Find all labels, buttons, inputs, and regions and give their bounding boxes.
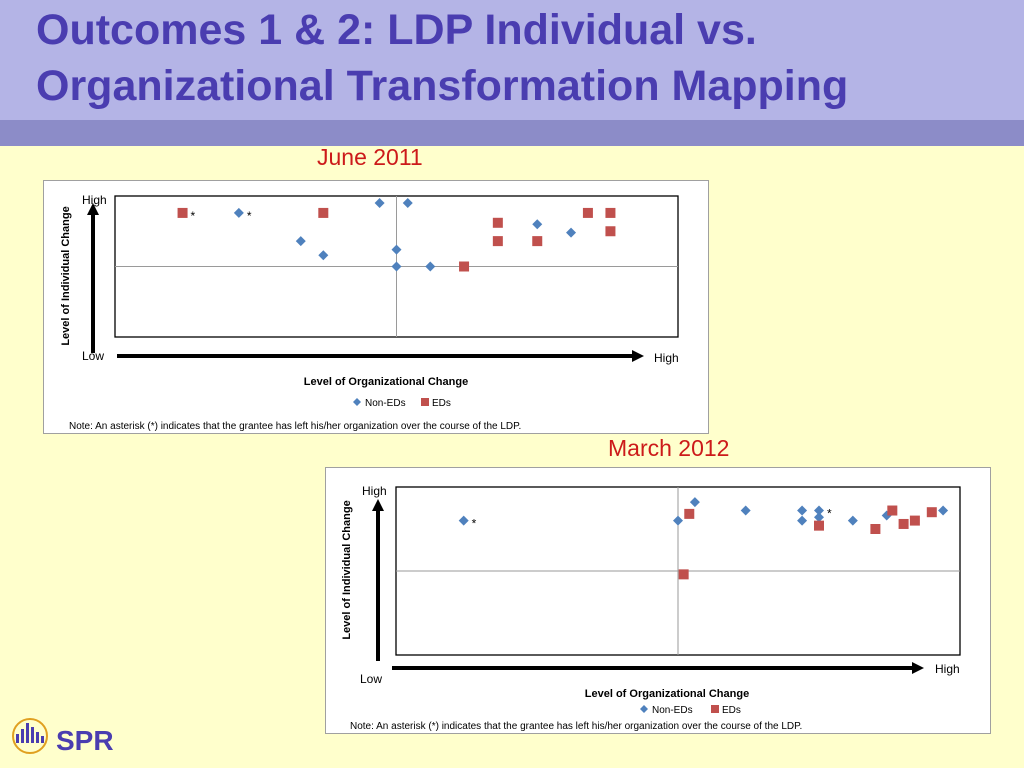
chart-1-point-non-eds-2 [318, 250, 329, 261]
chart-2-legend-non-eds-label: Non-EDs [652, 705, 693, 716]
chart-1-point-eds-8 [605, 226, 616, 237]
chart-2-legend-eds-marker [711, 705, 719, 713]
chart-2-point-eds-3 [870, 524, 881, 534]
chart-1-point-eds-2 [459, 261, 470, 272]
chart-1-point-non-eds-0 [233, 207, 244, 218]
chart-2-y-axis-arrowhead [372, 499, 384, 511]
scatter-chart-march-2012: High Low High Level of Individual Change Lev… [341, 484, 961, 732]
chart-1-y-axis-title: Level of Individual Change [60, 206, 72, 345]
chart-1-x-high-label: High [654, 351, 679, 365]
chart-2-x-axis-title: Level of Organizational Change [585, 688, 749, 700]
chart-1-point-non-eds-6 [402, 198, 413, 209]
chart-2-point-eds-4 [887, 505, 898, 516]
chart-1-point-non-eds-5 [391, 261, 402, 272]
slide-title: Outcomes 1 & 2: LDP Individual vs. Organ… [36, 2, 848, 114]
chart-2-legend-non-eds-marker [640, 705, 648, 713]
scatter-chart-june-2011: High Low High Level of Individual Change Lev… [60, 193, 679, 432]
chart-1-legend-non-eds-marker [353, 398, 361, 406]
chart-2-point-non-eds-2 [689, 497, 700, 508]
chart-1-x-axis-arrowhead [632, 350, 644, 362]
chart-2-asterisk-non-eds-6: * [827, 507, 832, 521]
chart-1-point-non-eds-1 [295, 236, 306, 247]
chart-1-x-axis-title: Level of Organizational Change [304, 376, 468, 388]
chart-2-point-eds-1 [684, 508, 695, 519]
chart-1-point-eds-0 [177, 207, 188, 218]
chart-2-point-non-eds-6 [814, 505, 824, 516]
chart-1-y-high-label: High [82, 193, 107, 207]
chart-2-y-high-label: High [362, 484, 387, 498]
chart-2-point-eds-2 [814, 520, 824, 531]
spr-logo: SPR [12, 718, 114, 756]
chart-2-point-non-eds-10 [938, 505, 949, 516]
chart-1-legend-eds-label: EDs [432, 398, 451, 409]
chart-panel-march-2012: High Low High Level of Individual Change Lev… [325, 467, 991, 734]
chart-1-point-non-eds-9 [566, 227, 577, 238]
chart-1-point-eds-5 [532, 236, 543, 247]
chart-2-point-non-eds-9 [881, 510, 892, 521]
chart-1-point-non-eds-7 [425, 261, 436, 272]
chart-1-point-non-eds-4 [391, 244, 402, 255]
chart-2-point-non-eds-1 [673, 515, 683, 526]
chart-1-point-eds-7 [605, 207, 616, 218]
chart-2-note: Note: An asterisk (*) indicates that the… [350, 721, 802, 732]
chart-2-x-axis-arrowhead [912, 662, 924, 674]
chart-1-legend-eds-marker [421, 398, 429, 406]
chart-1-asterisk-eds-0: * [191, 209, 196, 223]
chart-2-legend-eds-label: EDs [722, 705, 741, 716]
chart-1-point-non-eds-8 [532, 219, 543, 230]
chart-2-point-non-eds-7 [814, 512, 824, 523]
chart-1-point-eds-3 [492, 217, 503, 228]
chart-2-point-non-eds-4 [797, 505, 808, 516]
chart-1-point-eds-1 [318, 207, 329, 218]
chart-period-label-march-2012: March 2012 [608, 435, 730, 461]
chart-2-point-non-eds-0 [458, 515, 469, 526]
chart-2-asterisk-non-eds-0: * [472, 517, 477, 531]
chart-2-point-non-eds-3 [740, 505, 751, 516]
chart-1-x-low-label: Low [82, 349, 104, 363]
spr-logo-text: SPR [56, 725, 114, 756]
chart-2-point-eds-6 [909, 515, 920, 526]
chart-panel-june-2011: High Low High Level of Individual Change Lev… [43, 180, 709, 434]
chart-1-point-non-eds-3 [374, 198, 385, 209]
chart-1-note: Note: An asterisk (*) indicates that the… [69, 421, 521, 432]
chart-1-y-axis-arrowhead [87, 203, 99, 215]
chart-2-point-eds-0 [678, 569, 689, 580]
header-strip [0, 120, 1024, 146]
slide-title-line-1: Outcomes 1 & 2: LDP Individual vs. [36, 6, 757, 54]
header-band [0, 0, 1024, 120]
chart-2-point-eds-7 [926, 507, 937, 518]
chart-1-asterisk-non-eds-0: * [247, 209, 252, 223]
slide-title-line-2: Organizational Transformation Mapping [36, 62, 849, 110]
chart-1-point-eds-4 [492, 236, 503, 247]
chart-2-point-eds-5 [898, 518, 909, 529]
chart-period-label-june-2011: June 2011 [317, 144, 423, 170]
chart-2-y-axis-title: Level of Individual Change [341, 500, 353, 639]
spr-logo-mark-icon [12, 718, 48, 754]
chart-2-point-non-eds-5 [797, 515, 808, 526]
chart-1-point-eds-6 [582, 207, 593, 218]
chart-2-x-high-label: High [935, 662, 960, 676]
chart-1-legend-non-eds-label: Non-EDs [365, 398, 406, 409]
chart-2-point-non-eds-8 [847, 515, 858, 526]
chart-2-x-low-label: Low [360, 672, 382, 686]
